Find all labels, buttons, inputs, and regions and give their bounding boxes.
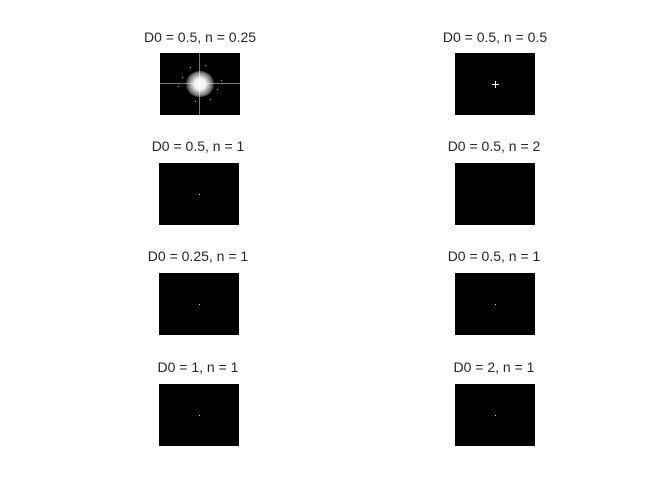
spectrum-center-dot [495,304,496,305]
spectrum-panel-8 [455,384,535,446]
spectrum-panel-3 [159,163,239,225]
spectrum-bright-center [186,71,214,97]
spectrum-panel-4 [455,163,535,225]
spectrum-center-dot [199,194,200,195]
panel-title-3: D0 = 0.5, n = 1 [151,138,245,154]
spectrum-panel-5 [159,273,239,335]
panel-title-5: D0 = 0.25, n = 1 [147,248,249,264]
spectrum-panel-2 [455,53,535,115]
spectrum-center-dot [199,304,200,305]
spectrum-cross-vertical [495,81,496,88]
panel-title-4: D0 = 0.5, n = 2 [447,138,541,154]
spectrum-center-dot [199,415,200,416]
panel-title-8: D0 = 2, n = 1 [453,359,535,375]
panel-title-1: D0 = 0.5, n = 0.25 [143,29,257,45]
spectrum-panel-6 [455,273,535,335]
spectrum-center-dot [495,415,496,416]
panel-title-7: D0 = 1, n = 1 [157,359,239,375]
panel-title-6: D0 = 0.5, n = 1 [447,248,541,264]
spectrum-panel-1 [160,53,240,115]
spectrum-panel-7 [159,384,239,446]
panel-title-2: D0 = 0.5, n = 0.5 [442,29,548,45]
